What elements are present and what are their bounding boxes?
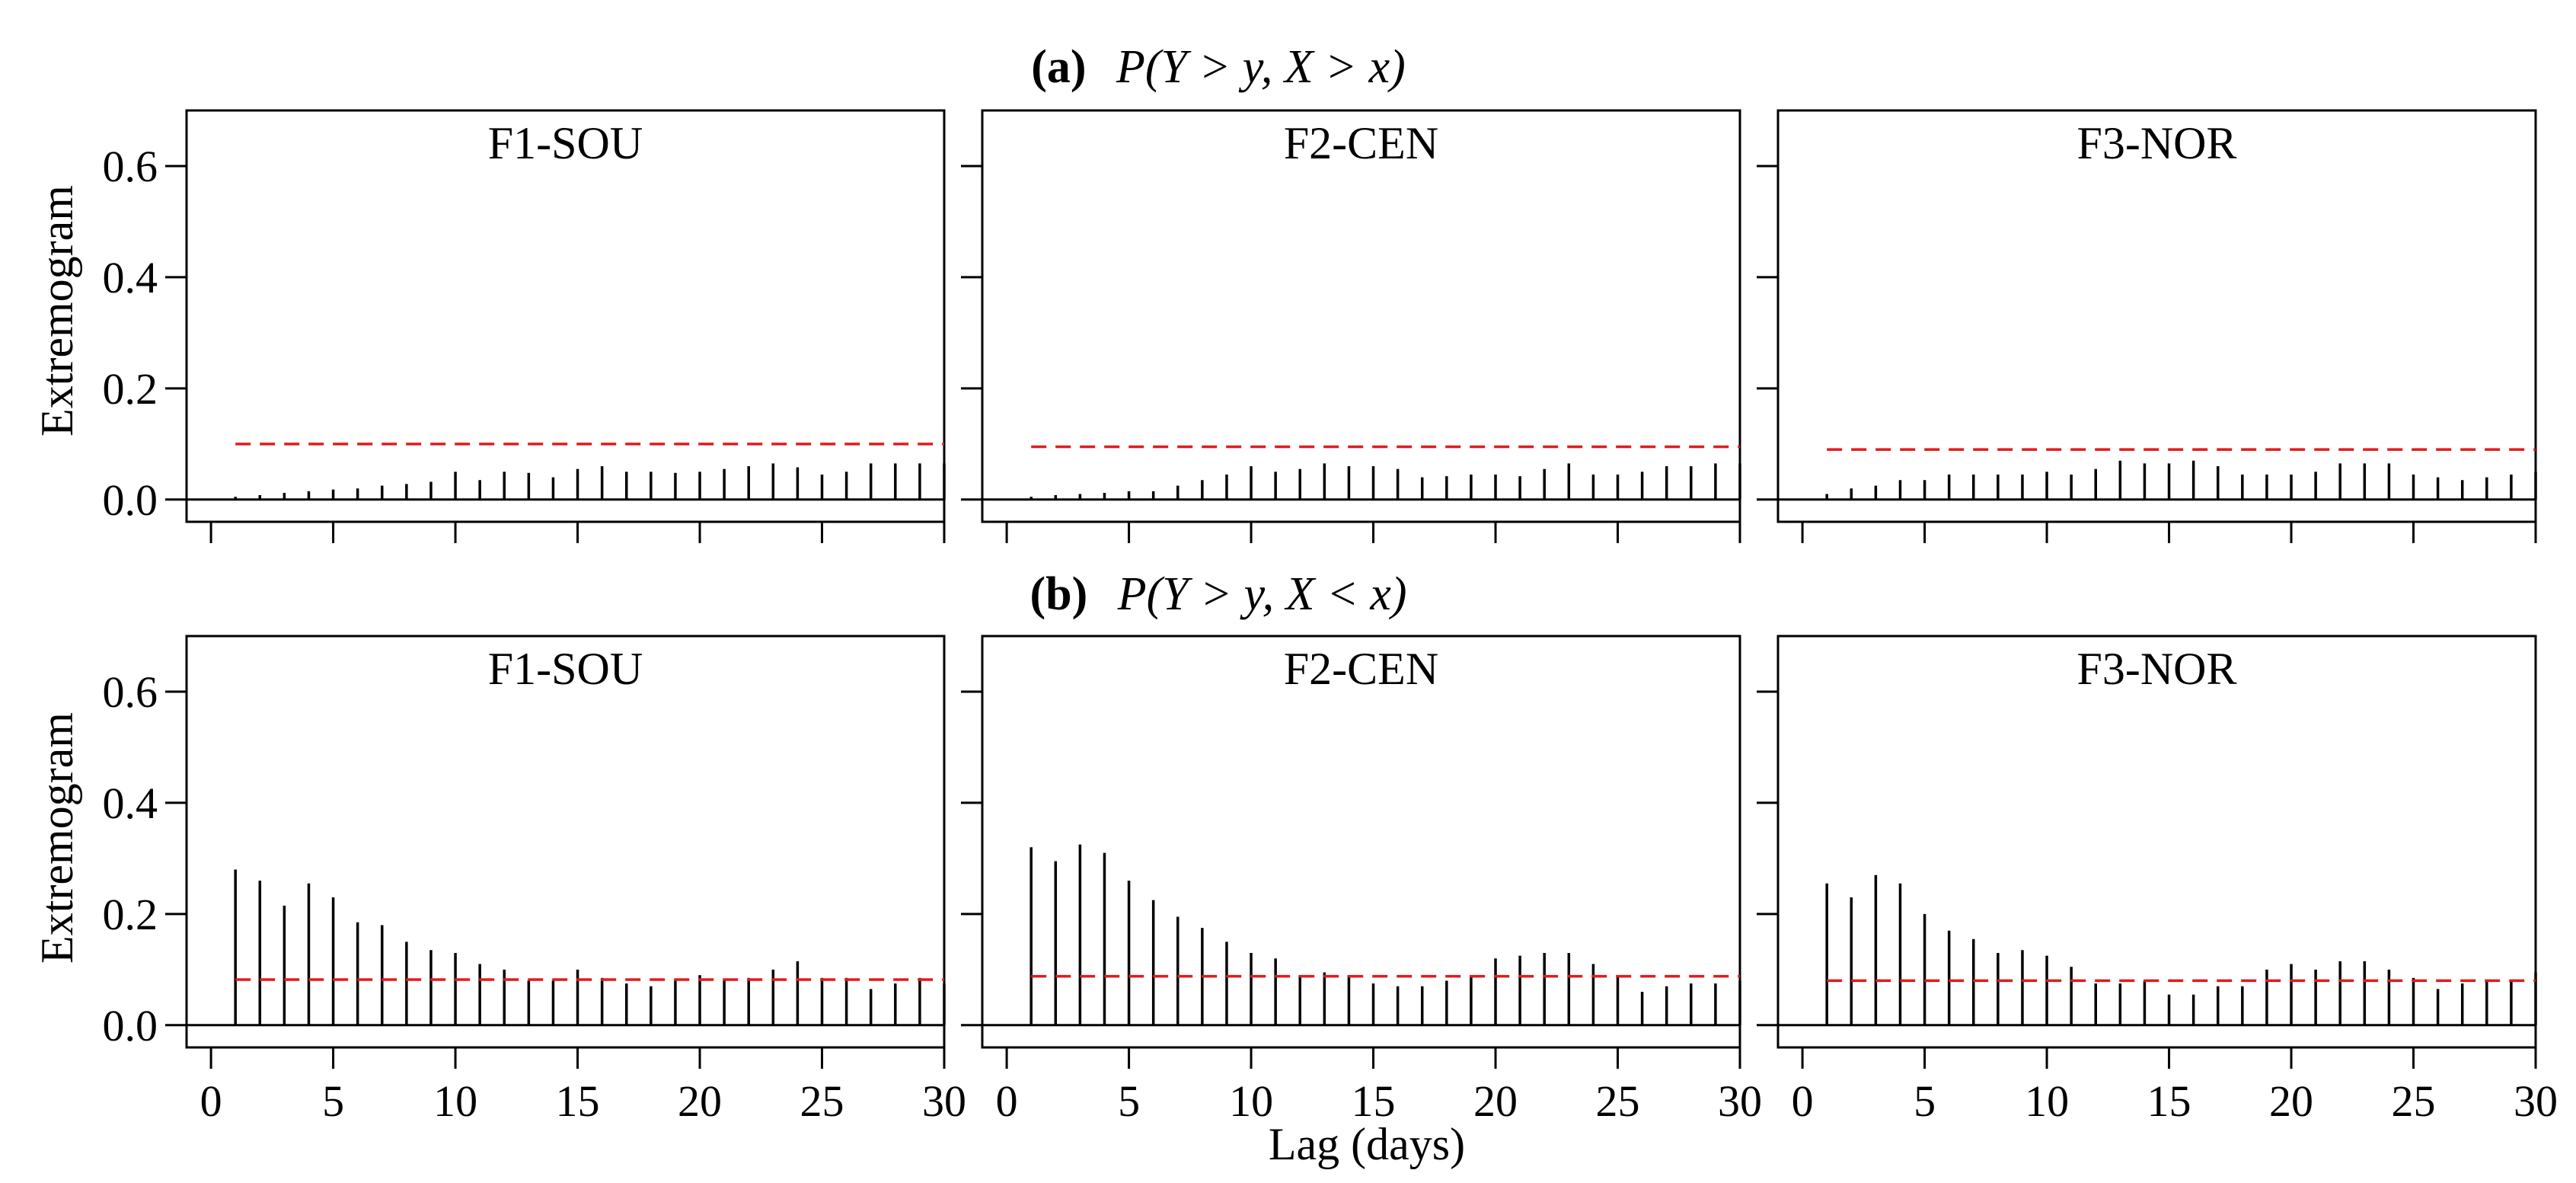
pb-f3-nor-frame (1776, 635, 2537, 1049)
pa-f3-nor-title: F3-NOR (2076, 118, 2236, 168)
pa-f3-nor-frame (1776, 109, 2537, 523)
pb-f1-sou-y-tick-label: 0.0 (103, 1001, 158, 1050)
panel-b-f2-cen: 0 5 10 15 20 25 30 F2-CEN (961, 635, 1762, 1126)
pb-f1-sou-x-tick-label: 25 (800, 1076, 844, 1126)
pb-f3-nor-x-tick-label: 5 (1914, 1076, 1936, 1126)
row-b-y-axis-label: Extremogram (32, 712, 82, 964)
pb-f1-sou-x-tick-label: 0 (200, 1076, 222, 1126)
pb-f1-sou-y-tick-label: 0.2 (103, 890, 158, 939)
pb-f3-nor-x-tick-label: 25 (2392, 1076, 2436, 1126)
pb-f3-nor-x-tick-label: 20 (2269, 1076, 2313, 1126)
row-a-y-axis-label: Extremogram (32, 185, 82, 436)
pa-f1-sou-y-tick-label: 0.2 (103, 364, 158, 414)
pb-f3-nor-title: F3-NOR (2076, 644, 2236, 694)
pb-f2-cen-x-tick-label: 5 (1118, 1076, 1140, 1126)
pb-f1-sou-y-tick-label: 0.6 (103, 667, 158, 717)
pb-f3-nor-x-tick-label: 10 (2025, 1076, 2069, 1126)
pb-f3-nor-x-tick-label: 30 (2514, 1076, 2558, 1126)
row-a-formula: P(Y > y, X > x) (1116, 41, 1406, 93)
pb-f3-nor-x-tick-label: 0 (1792, 1076, 1814, 1126)
pa-f1-sou-frame (185, 109, 946, 523)
panel-b-f1-sou: 0.0 0.2 0.4 0.6 0 5 10 15 20 25 30 F1-SOU (103, 635, 966, 1126)
row-b-title: (b) P(Y > y, X < x) (1029, 568, 1406, 620)
pb-f2-cen-x-tick-label: 20 (1473, 1076, 1518, 1126)
pb-f1-sou-frame (185, 635, 946, 1049)
pb-f2-cen-x-tick-label: 10 (1229, 1076, 1273, 1126)
pb-f2-cen-x-tick-label: 15 (1352, 1076, 1396, 1126)
panel-a-f3-nor: F3-NOR (1757, 109, 2537, 543)
pb-f2-cen-x-tick-label: 0 (996, 1076, 1018, 1126)
pb-f2-cen-title: F2-CEN (1284, 644, 1438, 694)
pb-f2-cen-x-tick-label: 30 (1718, 1076, 1762, 1126)
pb-f2-cen-frame (981, 635, 1741, 1049)
pb-f1-sou-x-tick-label: 20 (678, 1076, 722, 1126)
row-a-label: (a) (1031, 41, 1086, 93)
x-axis-label: Lag (days) (1269, 1119, 1465, 1169)
panel-b-f3-nor: 0 5 10 15 20 25 30 F3-NOR (1757, 635, 2558, 1126)
pb-f1-sou-y-tick-label: 0.4 (103, 779, 158, 828)
pb-f1-sou-x-tick-label: 30 (922, 1076, 966, 1126)
pa-f2-cen-title: F2-CEN (1284, 118, 1438, 168)
pa-f1-sou-y-tick-label: 0.0 (103, 475, 158, 525)
pb-f1-sou-x-tick-label: 5 (322, 1076, 344, 1126)
pa-f1-sou-y-tick-label: 0.6 (103, 142, 158, 191)
panel-a-f2-cen: F2-CEN (961, 109, 1741, 543)
pa-f2-cen-frame (981, 109, 1741, 523)
pb-f2-cen-x-tick-label: 25 (1596, 1076, 1640, 1126)
panel-a-f1-sou: 0.0 0.2 0.4 0.6 F1-SOU (103, 109, 946, 543)
row-b-formula: P(Y > y, X < x) (1117, 568, 1407, 620)
row-b-label: (b) (1029, 568, 1087, 620)
row-a-title: (a) P(Y > y, X > x) (1031, 41, 1406, 93)
pb-f1-sou-x-tick-label: 10 (433, 1076, 477, 1126)
pb-f1-sou-x-tick-label: 15 (556, 1076, 600, 1126)
pa-f1-sou-y-tick-label: 0.4 (103, 253, 158, 302)
pa-f1-sou-title: F1-SOU (488, 118, 643, 168)
pb-f1-sou-title: F1-SOU (488, 644, 643, 694)
pb-f3-nor-x-tick-label: 15 (2147, 1076, 2191, 1126)
